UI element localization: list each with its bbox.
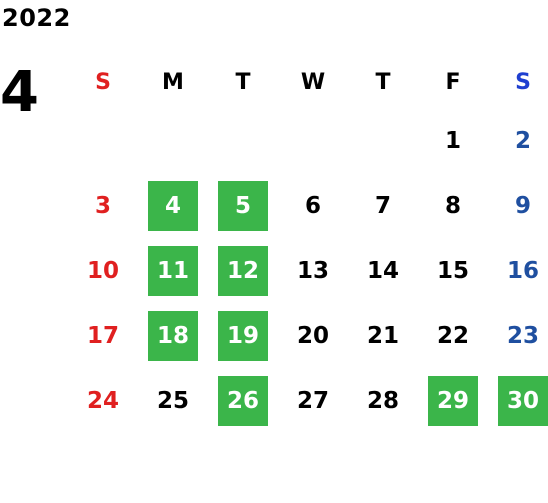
day-number: 4 (148, 180, 198, 231)
day-number (358, 116, 408, 166)
day-cell-highlighted: 4 (138, 173, 208, 238)
day-cell: 23 (488, 303, 548, 368)
day-number: 7 (374, 192, 391, 219)
day-cell (138, 108, 208, 173)
day-cell-highlighted: 5 (208, 173, 278, 238)
month-label: 4 (0, 60, 39, 125)
day-number: 14 (366, 257, 399, 284)
day-number: 1 (444, 127, 461, 154)
day-number: 16 (506, 257, 539, 284)
day-number: 6 (304, 192, 321, 219)
day-number: 27 (296, 387, 329, 414)
day-cell (208, 108, 278, 173)
day-number: 8 (444, 192, 461, 219)
day-number: 18 (148, 310, 198, 361)
weekday-thursday: T (375, 69, 391, 95)
day-cell: 8 (418, 173, 488, 238)
day-cell: 15 (418, 238, 488, 303)
weekday-monday: M (162, 69, 184, 95)
day-number: 9 (514, 192, 531, 219)
day-number: 3 (94, 192, 111, 219)
day-cell: 21 (348, 303, 418, 368)
calendar-grid: S M T W T F S 1 2 3 4 5 6 7 8 9 10 11 12… (68, 56, 548, 433)
day-number (78, 116, 128, 166)
day-number: 20 (296, 322, 329, 349)
day-number: 29 (428, 375, 478, 426)
day-cell (278, 108, 348, 173)
day-number: 26 (218, 375, 268, 426)
day-cell: 2 (488, 108, 548, 173)
day-number: 12 (218, 245, 268, 296)
day-cell: 17 (68, 303, 138, 368)
day-cell-highlighted: 18 (138, 303, 208, 368)
weekday-wednesday: W (300, 69, 326, 95)
day-cell: 7 (348, 173, 418, 238)
day-cell: 9 (488, 173, 548, 238)
year-label: 2022 (2, 4, 71, 32)
day-cell: 6 (278, 173, 348, 238)
day-cell-highlighted: 19 (208, 303, 278, 368)
day-number (218, 116, 268, 166)
day-cell: 24 (68, 368, 138, 433)
day-number: 19 (218, 310, 268, 361)
day-number (148, 116, 198, 166)
day-number: 25 (156, 387, 189, 414)
weekday-friday: F (445, 69, 461, 95)
day-cell: 16 (488, 238, 548, 303)
day-cell (348, 108, 418, 173)
day-cell-highlighted: 30 (488, 368, 548, 433)
day-number: 22 (436, 322, 469, 349)
day-number: 30 (498, 375, 548, 426)
day-number: 23 (506, 322, 539, 349)
weekday-sunday: S (95, 69, 111, 95)
day-cell: 25 (138, 368, 208, 433)
weekday-tuesday: T (235, 69, 251, 95)
day-cell-highlighted: 11 (138, 238, 208, 303)
day-cell-highlighted: 12 (208, 238, 278, 303)
day-number: 10 (86, 257, 119, 284)
day-cell: 14 (348, 238, 418, 303)
day-cell-highlighted: 29 (418, 368, 488, 433)
day-cell: 13 (278, 238, 348, 303)
day-cell: 10 (68, 238, 138, 303)
day-number: 17 (86, 322, 119, 349)
day-cell: 27 (278, 368, 348, 433)
day-number: 28 (366, 387, 399, 414)
day-cell: 22 (418, 303, 488, 368)
day-cell-highlighted: 26 (208, 368, 278, 433)
day-number: 15 (436, 257, 469, 284)
day-cell: 28 (348, 368, 418, 433)
day-number: 5 (218, 180, 268, 231)
day-cell: 3 (68, 173, 138, 238)
day-cell (68, 108, 138, 173)
day-number: 11 (148, 245, 198, 296)
day-cell: 1 (418, 108, 488, 173)
day-number: 24 (86, 387, 119, 414)
day-number: 21 (366, 322, 399, 349)
weekday-saturday: S (515, 69, 531, 95)
day-number: 13 (296, 257, 329, 284)
day-cell: 20 (278, 303, 348, 368)
day-number: 2 (514, 127, 531, 154)
day-number (288, 116, 338, 166)
